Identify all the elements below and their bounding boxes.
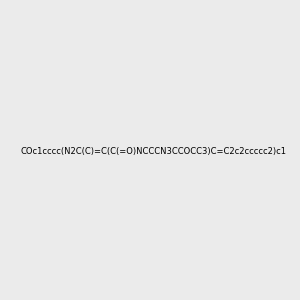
Text: COc1cccc(N2C(C)=C(C(=O)NCCCN3CCOCC3)C=C2c2ccccc2)c1: COc1cccc(N2C(C)=C(C(=O)NCCCN3CCOCC3)C=C2…	[21, 147, 287, 156]
